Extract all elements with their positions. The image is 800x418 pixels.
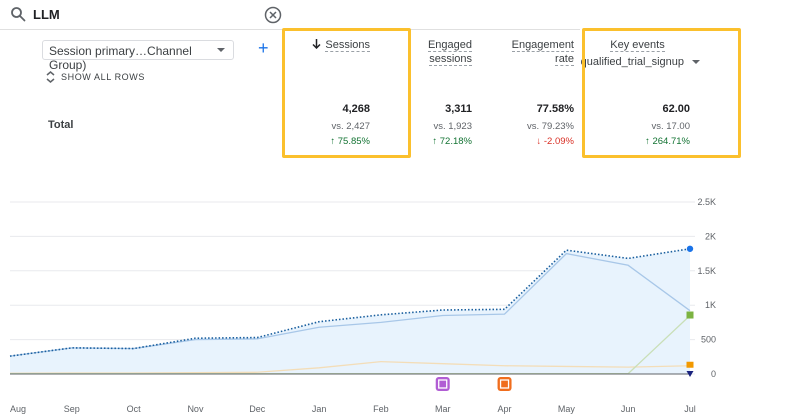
note-icon (435, 377, 450, 391)
search-input[interactable]: LLM (33, 7, 60, 22)
sessions-highlight-box (282, 28, 411, 158)
column-engagement-rate: Engagement rate 77.58% vs. 79.23% ↓ -2.0… (480, 38, 574, 147)
x-tick-label: Aug (10, 404, 26, 414)
series-end-marker (686, 371, 694, 377)
key-event-dropdown-label: qualified_trial_signup (580, 56, 684, 68)
note-icon-glyph (438, 379, 448, 389)
sessions-total: 4,268 (342, 103, 370, 115)
arrow-down-icon (312, 39, 321, 50)
key-events-comparison: vs. 17.00 (651, 121, 690, 132)
key-events-change: ↑ 264.71% (645, 136, 690, 147)
chevron-down-icon (217, 48, 225, 52)
key-events-highlight-box (582, 28, 741, 158)
engaged-sessions-change: ↑ 72.18% (432, 136, 472, 147)
series-end-marker (686, 361, 694, 368)
sessions-area (10, 248, 690, 374)
column-key-events: Key events qualified_trial_signup 62.00 … (581, 38, 700, 147)
search-bar: LLM (0, 0, 580, 30)
y-tick-label: 1K (705, 300, 716, 310)
engagement-rate-total: 77.58% (536, 103, 574, 115)
engagement-rate-change: ↓ -2.09% (537, 136, 575, 147)
add-dimension-button[interactable]: + (258, 38, 269, 58)
dimension-dropdown[interactable]: Session primary…Channel Group) (42, 40, 234, 72)
series-end-marker (686, 245, 694, 252)
key-event-dropdown[interactable]: qualified_trial_signup (581, 56, 700, 68)
x-tick-label: Jan (312, 404, 327, 414)
arrow-up-icon: ↑ (432, 136, 440, 147)
engaged-header-line2: sessions (429, 53, 472, 66)
x-tick-label: May (558, 404, 576, 414)
sessions-trend-chart: 0 500 1K 1.5K 2K 2.5K Aug Sep Oct Nov Dec Jan Feb Mar… (9, 197, 716, 414)
x-tick-label: Oct (127, 404, 142, 414)
sessions-comparison: vs. 2,427 (331, 121, 370, 132)
total-label: Total (48, 119, 74, 131)
rate-change-value: -2.09% (543, 136, 574, 147)
y-tick-label: 2K (705, 231, 716, 241)
series-line-sessions (9, 247, 691, 357)
sessions-header[interactable]: Sessions (290, 38, 370, 52)
engagement-rate-comparison: vs. 79.23% (527, 121, 574, 132)
x-tick-label: Jul (684, 404, 696, 414)
key-events-header[interactable]: Key events (585, 38, 690, 52)
sessions-change-value: 75.85% (337, 136, 370, 147)
expand-icon (46, 71, 55, 83)
rate-header-line2: rate (555, 53, 574, 66)
engagement-rate-header[interactable]: Engagement rate (480, 38, 574, 66)
key-events-header-label: Key events (610, 39, 665, 52)
x-tick-label: Jun (621, 404, 636, 414)
y-tick-label: 0 (711, 369, 716, 379)
y-tick-label: 2.5K (697, 197, 716, 207)
x-tick-label: Mar (435, 404, 451, 414)
engaged-header-line1: Engaged (427, 39, 472, 52)
note-icon (497, 377, 512, 391)
y-tick-label: 1.5K (697, 266, 716, 276)
arrow-up-icon: ↑ (645, 136, 653, 147)
arrow-up-icon: ↑ (330, 136, 338, 147)
column-sessions: Sessions 4,268 vs. 2,427 ↑ 75.85% (290, 38, 370, 147)
series-line-tertiary (9, 360, 691, 374)
dimension-dropdown-label: Session primary…Channel Group) (49, 44, 192, 72)
engaged-sessions-header[interactable]: Engaged sessions (400, 38, 472, 66)
search-icon[interactable] (10, 6, 26, 22)
key-events-total: 62.00 (662, 103, 690, 115)
x-tick-label: Apr (498, 404, 512, 414)
sessions-header-label: Sessions (325, 39, 370, 52)
column-engaged-sessions: Engaged sessions 3,311 vs. 1,923 ↑ 72.18… (400, 38, 472, 147)
engaged-sessions-comparison: vs. 1,923 (433, 121, 472, 132)
key-events-change-value: 264.71% (652, 136, 690, 147)
x-tick-label: Dec (249, 404, 266, 414)
show-all-rows-button[interactable]: SHOW ALL ROWS (46, 71, 145, 83)
engaged-change-value: 72.18% (439, 136, 472, 147)
engaged-sessions-total: 3,311 (445, 103, 472, 115)
series-end-marker (686, 311, 694, 319)
sessions-change: ↑ 75.85% (330, 136, 370, 147)
x-tick-label: Feb (373, 404, 389, 414)
rate-header-line1: Engagement (511, 39, 574, 52)
note-icon-glyph (499, 379, 510, 389)
x-tick-label: Nov (187, 404, 204, 414)
arrow-down-icon: ↓ (536, 136, 544, 147)
series-line-secondary (9, 252, 691, 357)
chevron-down-icon (692, 60, 700, 65)
show-all-rows-label: SHOW ALL ROWS (61, 72, 145, 82)
y-tick-label: 500 (701, 335, 716, 345)
clear-icon[interactable] (264, 6, 282, 24)
x-tick-label: Sep (64, 404, 80, 414)
